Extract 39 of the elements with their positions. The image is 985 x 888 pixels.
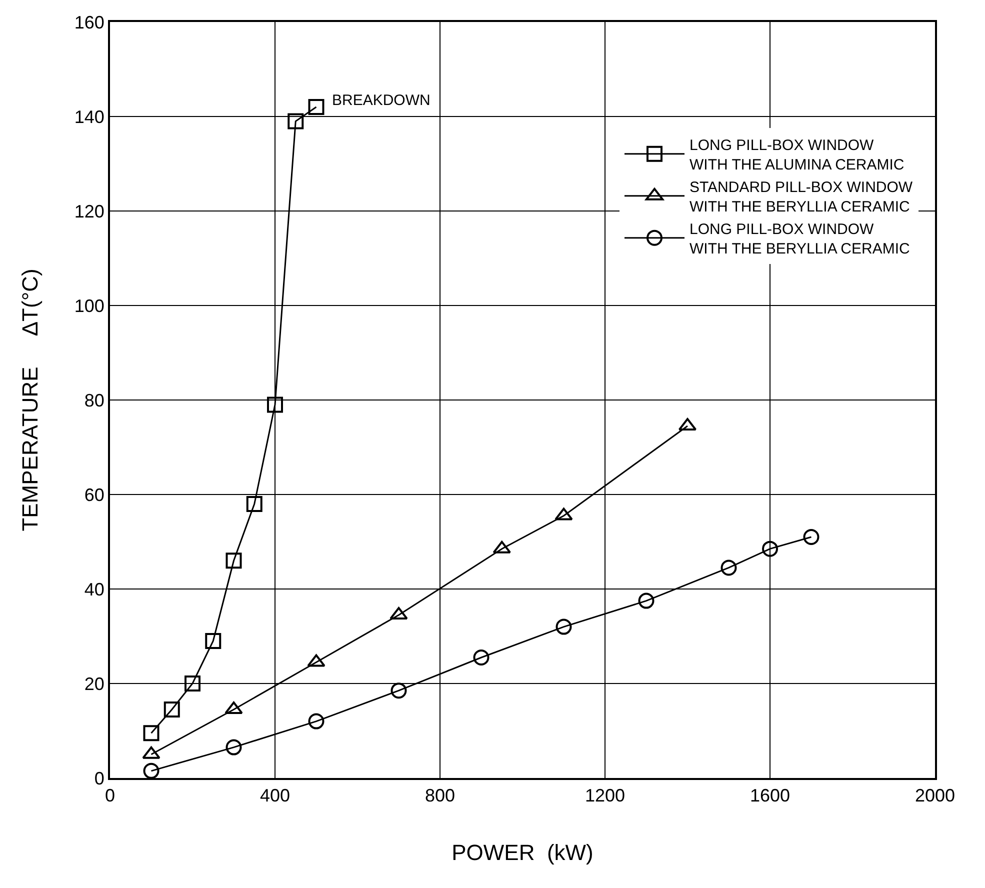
x-axis-title: POWER (kW)	[452, 840, 594, 865]
y-tick-label: 20	[84, 674, 104, 694]
y-tick-label: 100	[74, 296, 104, 316]
y-tick-label: 140	[74, 106, 104, 127]
point	[762, 540, 778, 557]
point	[288, 113, 304, 130]
y-axis-title: TEMPERATURE ΔT(°C)	[18, 268, 43, 532]
y-tick-label: 40	[84, 579, 104, 600]
point	[308, 99, 324, 116]
point	[720, 560, 737, 576]
point	[556, 618, 572, 635]
annotation: BREAKDOWN	[332, 92, 430, 109]
point	[246, 496, 262, 512]
legend-label: LONG PILL-BOX WINDOW WITH THE BERYLLIA CERAMIC	[690, 220, 910, 258]
x-tick-label: 2000	[914, 786, 956, 806]
point	[226, 552, 242, 569]
legend-label: STANDARD PILL-BOX WINDOW WITH THE BERYLLIA CERAMIC	[690, 178, 914, 216]
x-tick-label: 1600	[750, 786, 790, 806]
point	[308, 713, 324, 730]
y-tick-label: 60	[84, 484, 104, 505]
point	[226, 739, 242, 756]
point	[267, 396, 283, 413]
point	[164, 701, 180, 718]
point	[205, 632, 222, 649]
point	[184, 676, 200, 692]
point	[473, 650, 490, 666]
y-tick-label: 160	[74, 12, 104, 32]
legend-label: LONG PILL-BOX WINDOW WITH THE ALUMINA CERAMIC	[690, 136, 904, 174]
point	[390, 682, 407, 699]
x-tick-label: 1200	[584, 786, 626, 806]
x-tick-label: 800	[424, 786, 456, 806]
point	[143, 762, 160, 778]
point	[803, 529, 820, 546]
point	[143, 725, 160, 742]
x-tick-label: 400	[260, 786, 290, 806]
y-tick-label: 80	[84, 390, 104, 410]
y-tick-label: 0	[94, 768, 104, 788]
point	[638, 592, 654, 609]
y-tick-label: 120	[74, 201, 104, 222]
